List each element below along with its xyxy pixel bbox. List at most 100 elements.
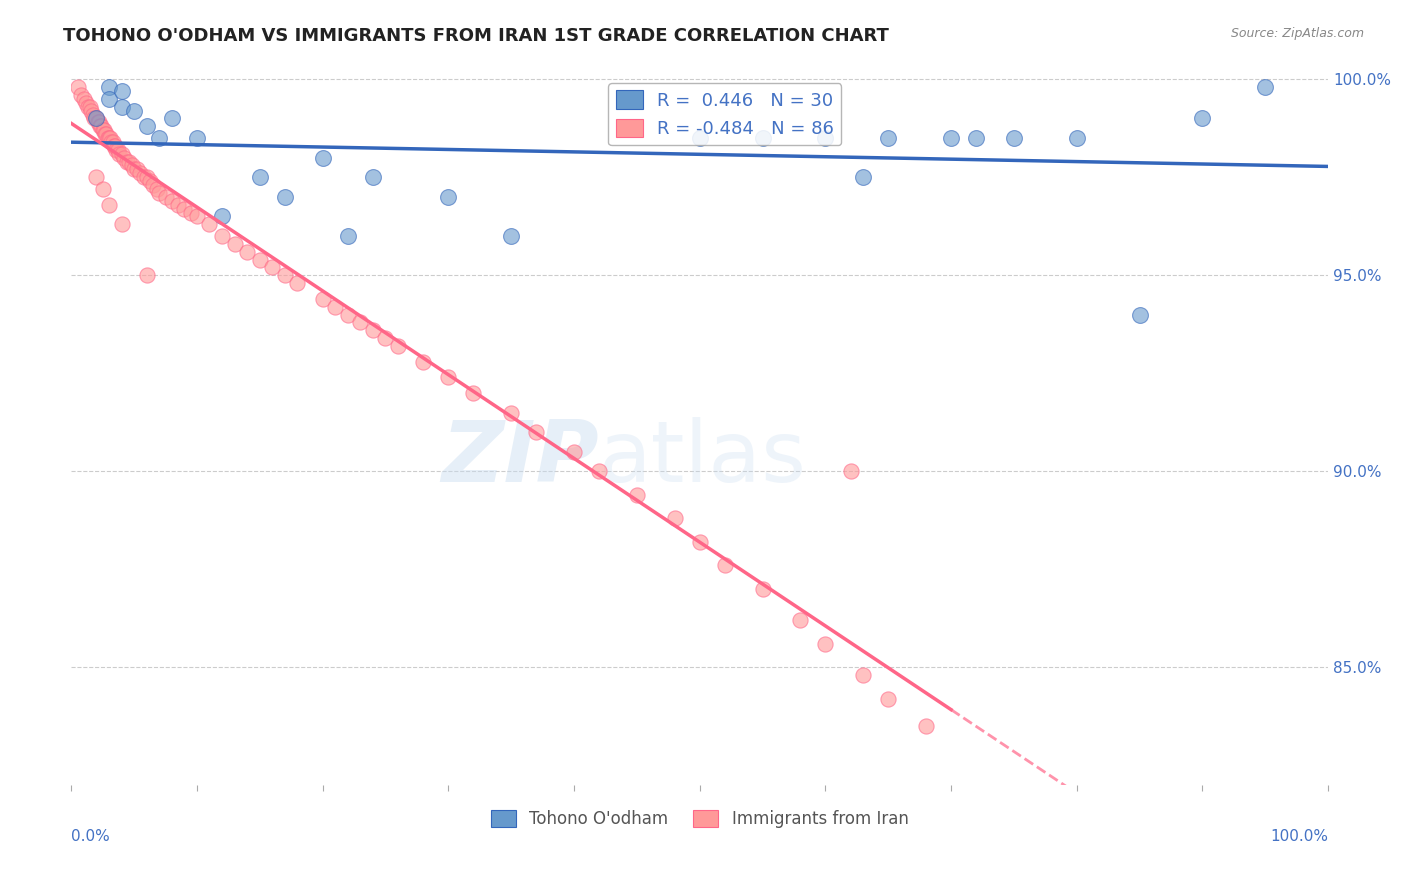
Point xyxy=(839,464,862,478)
Point xyxy=(80,103,103,118)
Point xyxy=(100,135,122,149)
Point xyxy=(97,80,120,95)
Point xyxy=(129,166,152,180)
Point xyxy=(463,386,485,401)
Point xyxy=(86,112,108,126)
Point xyxy=(160,194,183,208)
Point xyxy=(915,719,938,733)
Point xyxy=(79,100,101,114)
Point xyxy=(323,300,346,314)
Point xyxy=(76,100,98,114)
Point xyxy=(714,558,737,573)
Point xyxy=(877,691,900,706)
Point xyxy=(135,170,157,185)
Point xyxy=(145,182,167,196)
Point xyxy=(501,406,523,420)
Point xyxy=(374,331,396,345)
Point xyxy=(524,425,547,439)
Point xyxy=(311,292,333,306)
Point xyxy=(73,92,96,106)
Point xyxy=(211,229,233,244)
Point xyxy=(852,170,875,185)
Point xyxy=(122,103,145,118)
Point xyxy=(939,131,962,145)
Point xyxy=(1066,131,1088,145)
Point xyxy=(274,268,297,283)
Point xyxy=(336,308,359,322)
Point xyxy=(115,154,138,169)
Point xyxy=(262,260,284,275)
Point xyxy=(134,170,156,185)
Point xyxy=(122,162,145,177)
Point xyxy=(86,170,108,185)
Point xyxy=(86,115,108,129)
Point xyxy=(104,139,127,153)
Point xyxy=(689,131,711,145)
Point xyxy=(91,123,114,137)
Point xyxy=(877,131,900,145)
Point xyxy=(96,127,118,141)
Point xyxy=(249,252,271,267)
Point xyxy=(412,354,434,368)
Point xyxy=(224,236,246,251)
Point xyxy=(97,197,120,211)
Point xyxy=(180,205,202,219)
Point xyxy=(125,162,148,177)
Point xyxy=(97,92,120,106)
Point xyxy=(139,174,162,188)
Point xyxy=(66,80,89,95)
Point xyxy=(97,131,120,145)
Point xyxy=(160,112,183,126)
Point xyxy=(91,182,114,196)
Point xyxy=(186,131,208,145)
Point xyxy=(274,190,297,204)
Point xyxy=(101,135,124,149)
Point xyxy=(121,159,143,173)
Legend: Tohono O'odham, Immigrants from Iran: Tohono O'odham, Immigrants from Iran xyxy=(484,804,915,835)
Point xyxy=(588,464,610,478)
Point xyxy=(626,488,648,502)
Point xyxy=(501,229,523,244)
Point xyxy=(135,268,157,283)
Point xyxy=(311,151,333,165)
Text: atlas: atlas xyxy=(599,417,807,500)
Text: ZIP: ZIP xyxy=(441,417,599,500)
Point xyxy=(110,100,132,114)
Point xyxy=(814,637,837,651)
Point xyxy=(1254,80,1277,95)
Point xyxy=(110,146,132,161)
Point xyxy=(93,123,115,137)
Point xyxy=(751,131,773,145)
Point xyxy=(98,131,121,145)
Point xyxy=(965,131,987,145)
Point xyxy=(94,127,117,141)
Point xyxy=(83,112,105,126)
Point xyxy=(287,276,309,290)
Point xyxy=(751,582,773,596)
Point xyxy=(236,244,259,259)
Point xyxy=(148,131,170,145)
Point xyxy=(336,229,359,244)
Point xyxy=(82,107,104,121)
Text: 0.0%: 0.0% xyxy=(72,829,110,844)
Point xyxy=(110,84,132,98)
Point xyxy=(105,143,128,157)
Point xyxy=(361,323,384,337)
Text: Source: ZipAtlas.com: Source: ZipAtlas.com xyxy=(1230,27,1364,40)
Point xyxy=(1191,112,1213,126)
Point xyxy=(148,186,170,200)
Point xyxy=(689,535,711,549)
Point xyxy=(70,87,93,102)
Point xyxy=(75,95,97,110)
Point xyxy=(167,197,190,211)
Point xyxy=(142,178,165,193)
Point xyxy=(87,115,110,129)
Point xyxy=(90,120,112,134)
Point xyxy=(198,217,221,231)
Point xyxy=(89,120,111,134)
Point xyxy=(852,668,875,682)
Point xyxy=(814,131,837,145)
Point xyxy=(437,370,460,384)
Text: 100.0%: 100.0% xyxy=(1270,829,1329,844)
Point xyxy=(135,120,157,134)
